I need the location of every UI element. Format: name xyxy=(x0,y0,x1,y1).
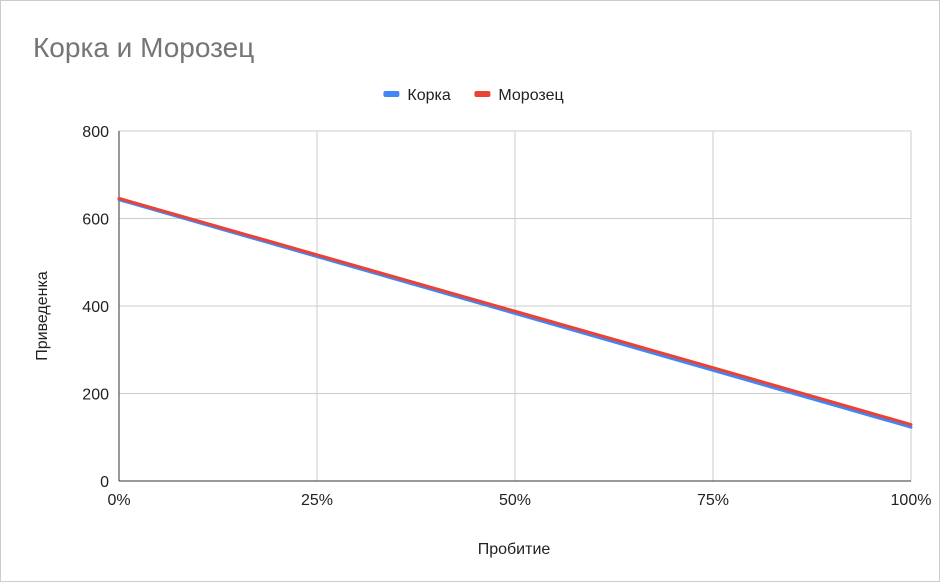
series-line-1 xyxy=(117,196,913,427)
y-tick-label: 200 xyxy=(82,387,109,404)
legend-label: Морозец xyxy=(498,87,563,104)
chart-title: Корка и Морозец xyxy=(33,32,254,63)
x-tick-label: 50% xyxy=(499,492,531,509)
legend-swatch xyxy=(383,91,400,97)
x-tick-label: 100% xyxy=(891,492,932,509)
series-line-0 xyxy=(117,198,913,429)
y-tick-label: 600 xyxy=(82,212,109,229)
x-tick-label: 0% xyxy=(107,492,130,509)
grid xyxy=(118,130,912,481)
legend-item-1: Морозец xyxy=(474,87,564,104)
y-tick-label: 800 xyxy=(82,124,109,141)
x-tick-label: 25% xyxy=(301,492,333,509)
series-lines xyxy=(117,196,913,429)
y-axis-label: Приведенка xyxy=(34,271,51,361)
axes xyxy=(118,131,911,482)
x-tick-label: 75% xyxy=(697,492,729,509)
y-tick-label: 400 xyxy=(82,299,109,316)
y-tick-label: 0 xyxy=(100,474,109,491)
legend-item-0: Корка xyxy=(383,87,451,104)
legend-swatch xyxy=(474,91,491,97)
legend-label: Корка xyxy=(407,87,450,104)
x-axis-ticks: 0% 25% 50% 75% 100% xyxy=(107,492,931,509)
legend: Корка Морозец xyxy=(383,87,564,104)
x-axis-label: Пробитие xyxy=(478,541,551,558)
y-axis-ticks: 0 200 400 600 800 xyxy=(82,124,109,491)
